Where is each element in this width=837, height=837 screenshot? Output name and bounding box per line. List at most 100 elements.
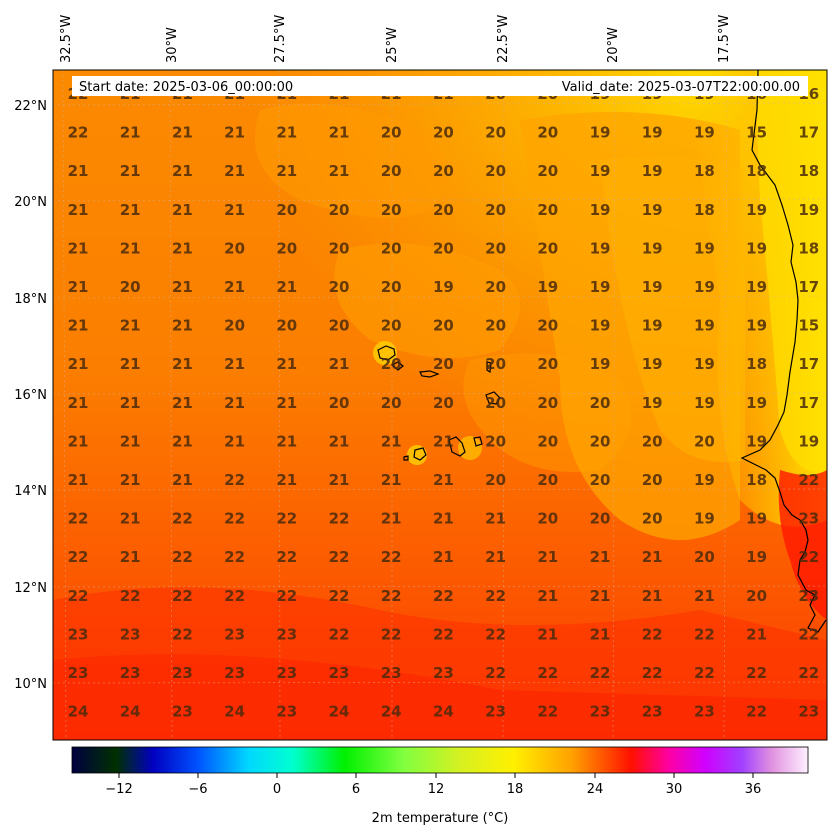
grid-value: 21 <box>590 625 611 643</box>
grid-value: 19 <box>798 432 819 450</box>
grid-value: 21 <box>120 162 141 180</box>
grid-value: 20 <box>485 201 506 219</box>
grid-value: 21 <box>224 355 245 373</box>
island-santo-antao <box>377 345 396 361</box>
grid-value: 23 <box>276 703 297 721</box>
grid-value: 21 <box>537 625 558 643</box>
grid-value: 20 <box>381 278 402 296</box>
grid-value: 17 <box>798 355 819 373</box>
grid-value: 20 <box>485 432 506 450</box>
grid-value: 19 <box>590 239 611 257</box>
grid-value: 17 <box>798 394 819 412</box>
grid-value: 20 <box>329 201 350 219</box>
colorbar <box>71 746 809 774</box>
latitude-label: 22°N <box>14 99 47 114</box>
info-banner <box>72 76 808 96</box>
grid-value: 20 <box>537 124 558 142</box>
grid-value: 21 <box>68 394 89 412</box>
island-brava <box>403 455 409 461</box>
grid-value: 21 <box>329 355 350 373</box>
grid-value: 23 <box>172 703 193 721</box>
grid-value-labels: 2221212121212121202019191916162221212121… <box>68 85 820 721</box>
grid-value: 21 <box>224 201 245 219</box>
longitude-label: 27.5°W <box>273 15 288 63</box>
longitude-label: 25°W <box>385 27 400 63</box>
grid-value: 22 <box>485 587 506 605</box>
grid-value: 21 <box>224 162 245 180</box>
grid-value: 20 <box>120 278 141 296</box>
grid-value: 20 <box>485 355 506 373</box>
grid-value: 22 <box>68 548 89 566</box>
grid-value: 21 <box>694 587 715 605</box>
grid-value: 21 <box>224 124 245 142</box>
grid-value: 22 <box>68 587 89 605</box>
grid-value: 21 <box>172 239 193 257</box>
grid-value: 20 <box>642 510 663 528</box>
grid-value: 20 <box>590 471 611 489</box>
grid-value: 21 <box>329 432 350 450</box>
grid-value: 21 <box>120 394 141 412</box>
grid-value: 22 <box>120 587 141 605</box>
grid-value: 21 <box>276 471 297 489</box>
grid-value: 22 <box>224 548 245 566</box>
grid-value: 19 <box>798 201 819 219</box>
grid-value: 19 <box>642 162 663 180</box>
longitude-label: 20°W <box>606 27 621 63</box>
island-fogo <box>413 447 427 461</box>
grid-value: 21 <box>276 124 297 142</box>
grid-value: 21 <box>172 355 193 373</box>
grid-value: 21 <box>433 548 454 566</box>
grid-value: 21 <box>537 548 558 566</box>
longitude-labels: 32.5°W 30°W 27.5°W 25°W 22.5°W 20°W 17.5°W <box>59 15 732 63</box>
grid-value: 20 <box>746 587 767 605</box>
grid-value: 20 <box>590 432 611 450</box>
grid-value: 22 <box>694 625 715 643</box>
grid-value: 23 <box>642 703 663 721</box>
grid-value: 21 <box>537 587 558 605</box>
colorbar-tick-label: 30 <box>666 782 683 797</box>
grid-value: 24 <box>381 703 402 721</box>
grid-value: 20 <box>329 239 350 257</box>
grid-value: 23 <box>120 664 141 682</box>
grid-value: 22 <box>798 625 819 643</box>
grid-value: 19 <box>642 239 663 257</box>
grid-value: 22 <box>537 664 558 682</box>
grid-value: 20 <box>381 124 402 142</box>
grid-value: 22 <box>381 548 402 566</box>
grid-value: 19 <box>642 124 663 142</box>
grid-value: 21 <box>433 510 454 528</box>
grid-value: 19 <box>590 355 611 373</box>
grid-value: 20 <box>276 317 297 335</box>
grid-value: 20 <box>590 394 611 412</box>
colorbar-tick-label: 36 <box>745 782 762 797</box>
grid-value: 24 <box>329 703 350 721</box>
grid-value: 21 <box>485 510 506 528</box>
grid-value: 21 <box>433 432 454 450</box>
grid-value: 23 <box>694 703 715 721</box>
grid-value: 20 <box>642 471 663 489</box>
grid-value: 21 <box>120 239 141 257</box>
grid-value: 20 <box>381 239 402 257</box>
grid-value: 20 <box>433 317 454 335</box>
grid-value: 21 <box>120 471 141 489</box>
island-sao-nicolau <box>419 370 440 378</box>
grid-value: 22 <box>381 625 402 643</box>
grid-value: 23 <box>590 703 611 721</box>
latitude-label: 14°N <box>14 484 47 499</box>
grid-value: 19 <box>746 548 767 566</box>
grid-value: 22 <box>433 587 454 605</box>
grid-value: 21 <box>642 548 663 566</box>
grid-value: 20 <box>276 201 297 219</box>
grid-value: 22 <box>642 664 663 682</box>
grid-value: 23 <box>120 625 141 643</box>
grid-value: 21 <box>642 587 663 605</box>
grid-value: 21 <box>120 510 141 528</box>
grid-value: 22 <box>329 548 350 566</box>
grid-value: 21 <box>381 432 402 450</box>
grid-value: 21 <box>172 394 193 412</box>
grid-value: 21 <box>172 124 193 142</box>
grid-value: 19 <box>642 355 663 373</box>
longitude-label: 32.5°W <box>59 15 74 63</box>
grid-value: 22 <box>276 587 297 605</box>
grid-value: 19 <box>590 162 611 180</box>
